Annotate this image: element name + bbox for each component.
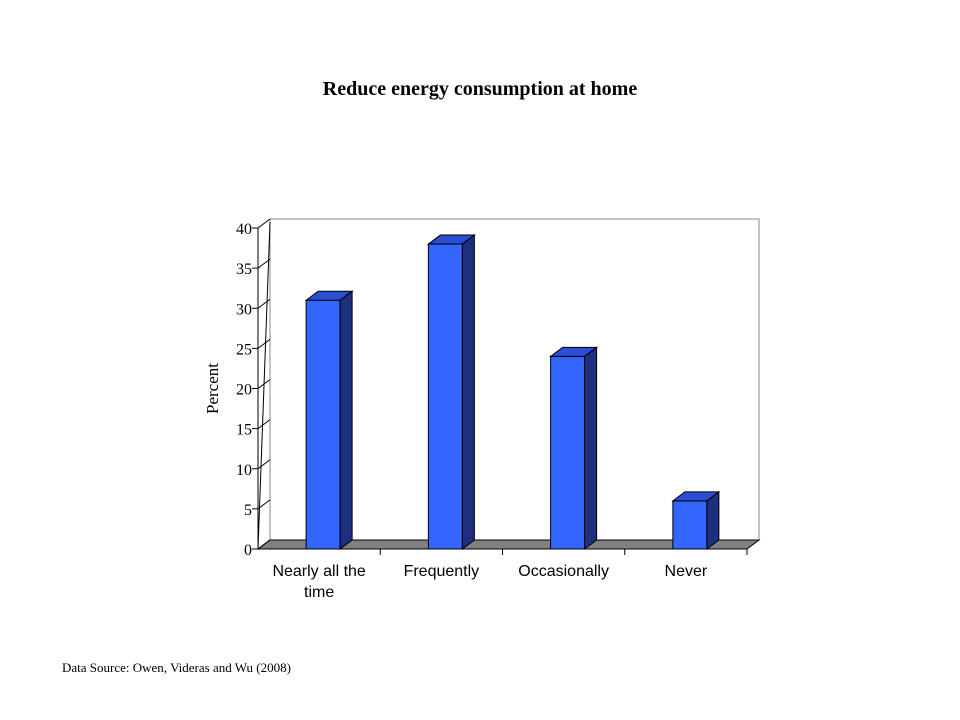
y-axis-title: Percent <box>203 363 222 414</box>
y-tick-depth <box>257 298 271 309</box>
y-tick-depth <box>257 218 271 229</box>
x-tick-label: Frequently <box>404 563 480 580</box>
bar-front <box>550 355 586 550</box>
y-tick-depth <box>257 379 271 389</box>
y-tick-depth <box>257 419 271 430</box>
bar <box>426 234 476 550</box>
y-tick-label: 40 <box>236 221 252 238</box>
y-tick-label: 0 <box>244 542 252 559</box>
x-tick-label: Nearly all the <box>272 563 365 580</box>
bar-front <box>672 500 708 550</box>
x-tick-label: Occasionally <box>518 563 609 580</box>
bar-side <box>584 346 598 550</box>
bar <box>549 346 599 550</box>
x-tick-label: Never <box>665 563 708 580</box>
y-axis-line <box>257 221 271 550</box>
bar-side <box>461 234 475 550</box>
chart-title: Reduce energy consumption at home <box>322 78 638 100</box>
bar <box>671 490 721 550</box>
y-tick-label: 30 <box>236 301 252 318</box>
bar-side <box>339 290 353 550</box>
y-tick-label: 25 <box>236 341 252 358</box>
bar <box>304 290 354 550</box>
y-tick-label: 15 <box>236 422 252 439</box>
bar-side <box>706 490 720 550</box>
y-tick-depth <box>257 539 271 550</box>
y-tick-label: 35 <box>236 261 252 278</box>
y-tick-depth <box>257 338 271 349</box>
bar-front <box>427 243 463 550</box>
y-tick-depth <box>257 258 271 269</box>
data-source-note: Data Source: Owen, Videras and Wu (2008) <box>62 660 291 675</box>
y-tick-depth <box>257 459 271 470</box>
x-tick-label: time <box>304 584 334 601</box>
bar-front <box>305 299 341 550</box>
y-tick-depth <box>257 499 271 510</box>
y-tick-label: 5 <box>244 502 252 519</box>
y-tick-label: 10 <box>236 462 252 479</box>
y-tick-label: 20 <box>236 382 252 399</box>
